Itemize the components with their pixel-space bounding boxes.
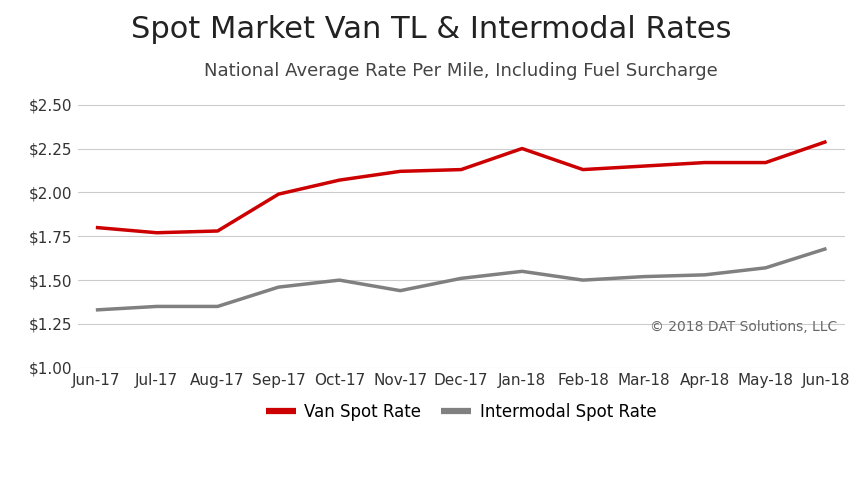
Text: © 2018 DAT Solutions, LLC: © 2018 DAT Solutions, LLC [649,320,836,334]
Intermodal Spot Rate [273,284,283,290]
Van Spot Rate [638,163,648,169]
Intermodal Spot Rate [394,287,405,293]
Legend: Van Spot Rate, Intermodal Spot Rate: Van Spot Rate, Intermodal Spot Rate [266,403,655,421]
Intermodal Spot Rate [699,272,709,278]
Van Spot Rate [821,138,831,144]
Van Spot Rate [212,228,222,234]
Intermodal Spot Rate [759,265,770,271]
Intermodal Spot Rate [212,303,222,309]
Intermodal Spot Rate [455,275,466,281]
Title: National Average Rate Per Mile, Including Fuel Surcharge: National Average Rate Per Mile, Includin… [204,62,717,80]
Intermodal Spot Rate [517,269,527,274]
Text: Spot Market Van TL & Intermodal Rates: Spot Market Van TL & Intermodal Rates [131,15,730,44]
Van Spot Rate [517,146,527,151]
Van Spot Rate [394,168,405,174]
Intermodal Spot Rate [638,273,648,279]
Line: Van Spot Rate: Van Spot Rate [96,141,826,233]
Van Spot Rate [152,230,162,236]
Intermodal Spot Rate [90,307,101,313]
Intermodal Spot Rate [821,245,831,252]
Van Spot Rate [699,160,709,166]
Van Spot Rate [273,191,283,197]
Intermodal Spot Rate [152,303,162,309]
Van Spot Rate [334,177,344,183]
Intermodal Spot Rate [577,277,587,283]
Van Spot Rate [455,166,466,172]
Van Spot Rate [90,225,101,230]
Intermodal Spot Rate [334,277,344,283]
Van Spot Rate [577,166,587,172]
Line: Intermodal Spot Rate: Intermodal Spot Rate [96,249,826,310]
Van Spot Rate [759,160,770,166]
